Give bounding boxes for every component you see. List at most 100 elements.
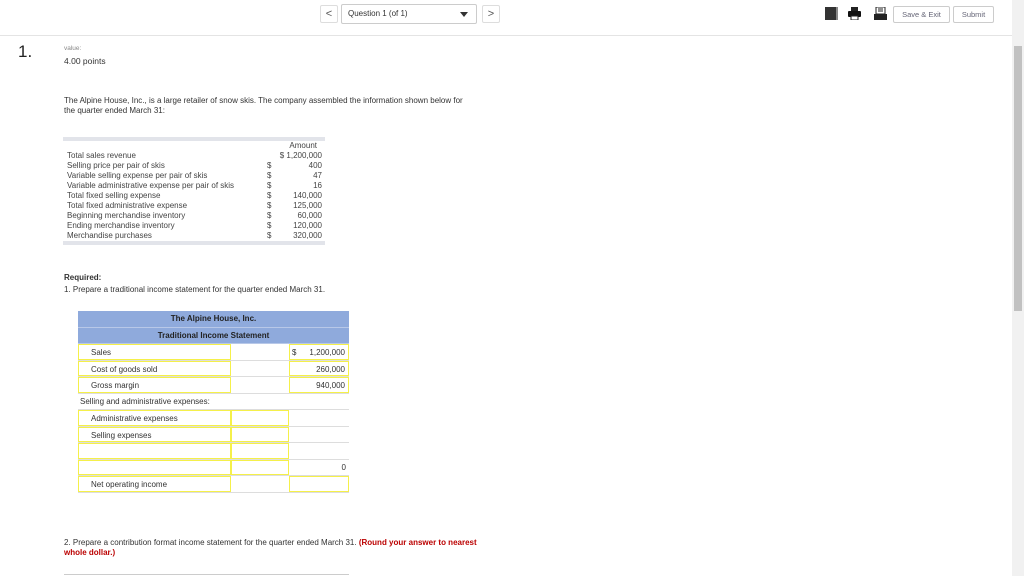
print-icon[interactable] [848, 7, 861, 21]
row-label-input[interactable]: Net operating income [78, 476, 231, 492]
next-question-button[interactable]: > [482, 5, 500, 23]
given-currency: $ [267, 221, 272, 230]
row-amount-input [231, 476, 289, 492]
row-amount-input [231, 344, 289, 360]
row-amount-input[interactable] [231, 426, 289, 442]
requirement-1: 1. Prepare a traditional income statemen… [64, 285, 326, 294]
given-currency: $ [267, 161, 272, 170]
rounding-note: (Round your answer to nearest whole doll… [64, 538, 477, 557]
given-currency: $ [267, 191, 272, 200]
statement-row: Net operating income [78, 476, 349, 493]
question-select[interactable]: Question 1 (of 1) [341, 4, 477, 24]
row-total-input[interactable]: 260,000 [289, 360, 349, 376]
given-row: Variable administrative expense per pair… [63, 181, 325, 191]
company-name: The Alpine House, Inc. [78, 311, 349, 328]
row-label-input[interactable]: Selling expenses [78, 426, 231, 442]
top-toolbar: < Question 1 (of 1) > Save & Exit Submit [0, 0, 1012, 36]
row-label: Selling and administrative expenses: [80, 396, 210, 406]
row-total-input [289, 427, 349, 443]
row-label-input[interactable]: Sales [78, 344, 231, 360]
row-label-input[interactable] [78, 443, 231, 459]
statement-row: 0 [78, 459, 349, 476]
statement-row: Selling and administrative expenses: [78, 394, 349, 410]
given-value: 140,000 [293, 191, 322, 200]
intro-text: The Alpine House, Inc., is a large retai… [64, 96, 463, 115]
given-label: Variable administrative expense per pair… [67, 181, 235, 190]
prev-question-button[interactable]: < [320, 5, 338, 23]
given-label: Total sales revenue [67, 151, 136, 160]
given-label: Beginning merchandise inventory [67, 211, 186, 220]
given-row: Total sales revenue $ 1,200,000 [63, 151, 325, 161]
row-total-value: 940,000 [316, 381, 345, 390]
row-label-input[interactable]: Gross margin [78, 377, 231, 393]
given-row: Beginning merchandise inventory $60,000 [63, 211, 325, 221]
value-label: value: [64, 45, 82, 52]
row-total-value: 260,000 [316, 364, 345, 374]
given-currency [267, 151, 277, 161]
given-value: 60,000 [297, 211, 322, 220]
row-total-input: 0 [289, 460, 349, 476]
row-label-input[interactable]: Administrative expenses [78, 410, 231, 426]
row-total-input[interactable]: 940,000 [289, 377, 349, 393]
given-value: $ 1,200,000 [279, 151, 322, 160]
submit-button[interactable]: Submit [953, 6, 994, 23]
amount-header: Amount [289, 141, 317, 150]
statement-row: Cost of goods sold 260,000 [78, 360, 349, 377]
save-exit-button[interactable]: Save & Exit [893, 6, 950, 23]
required-heading: Required: [64, 273, 102, 282]
given-label: Selling price per pair of skis [67, 161, 165, 170]
row-total-input[interactable]: $1,200,000 [289, 344, 349, 360]
requirement-2-text: 2. Prepare a contribution format income … [64, 538, 357, 547]
given-value: 120,000 [293, 221, 322, 230]
given-value: 400 [308, 161, 322, 170]
given-row: Total fixed selling expense $140,000 [63, 191, 325, 201]
row-total-input [289, 410, 349, 426]
currency-symbol: $ [292, 348, 297, 357]
question-select-value: Question 1 (of 1) [348, 9, 408, 18]
ebook-icon[interactable] [825, 7, 838, 20]
row-total-value: 1,200,000 [309, 348, 345, 357]
scrollbar-thumb[interactable] [1014, 46, 1022, 311]
given-row: Ending merchandise inventory $120,000 [63, 221, 325, 231]
row-amount-input [231, 361, 289, 377]
given-label: Merchandise purchases [67, 231, 152, 240]
income-statement: The Alpine House, Inc. Traditional Incom… [78, 311, 349, 493]
given-label: Total fixed administrative expense [67, 201, 188, 210]
given-row: Merchandise purchases $320,000 [63, 231, 325, 241]
given-label: Total fixed selling expense [67, 191, 161, 200]
given-value: 125,000 [293, 201, 322, 210]
statement-row: Sales $1,200,000 [78, 344, 349, 361]
chevron-down-icon [460, 12, 468, 17]
given-currency: $ [267, 231, 272, 240]
given-row: Total fixed administrative expense $125,0… [63, 201, 325, 211]
row-total-input [289, 443, 349, 459]
given-data-table: Amount Total sales revenue $ 1,200,000 Sel… [63, 137, 325, 245]
given-label: Variable selling expense per pair of ski… [67, 171, 208, 180]
statement-row: Administrative expenses [78, 410, 349, 427]
statement-title: Traditional Income Statement [78, 327, 349, 344]
given-currency: $ [267, 201, 272, 210]
statement-row [78, 443, 349, 460]
given-currency: $ [267, 171, 272, 180]
row-label-input[interactable]: Cost of goods sold [78, 360, 231, 376]
row-amount-input[interactable] [231, 443, 289, 459]
given-row: Selling price per pair of skis $400 [63, 161, 325, 171]
row-label-input[interactable] [78, 459, 231, 475]
statement-row: Selling expenses [78, 426, 349, 443]
given-value: 47 [313, 171, 322, 180]
given-currency: $ [267, 211, 272, 220]
given-currency: $ [267, 181, 272, 190]
row-total-input[interactable] [289, 476, 349, 492]
given-value: 16 [313, 181, 322, 190]
given-value: 320,000 [293, 231, 322, 240]
row-total-value: 0 [341, 462, 346, 472]
requirement-2: 2. Prepare a contribution format income … [64, 538, 484, 558]
points: 4.00 points [64, 56, 106, 66]
question-number: 1. [18, 42, 33, 61]
row-amount-input[interactable] [231, 410, 289, 426]
row-total-input [289, 394, 349, 410]
scrollbar[interactable] [1012, 0, 1024, 576]
row-amount-input[interactable] [231, 459, 289, 475]
statement-row: Gross margin 940,000 [78, 377, 349, 394]
save-print-icon[interactable] [874, 6, 887, 20]
